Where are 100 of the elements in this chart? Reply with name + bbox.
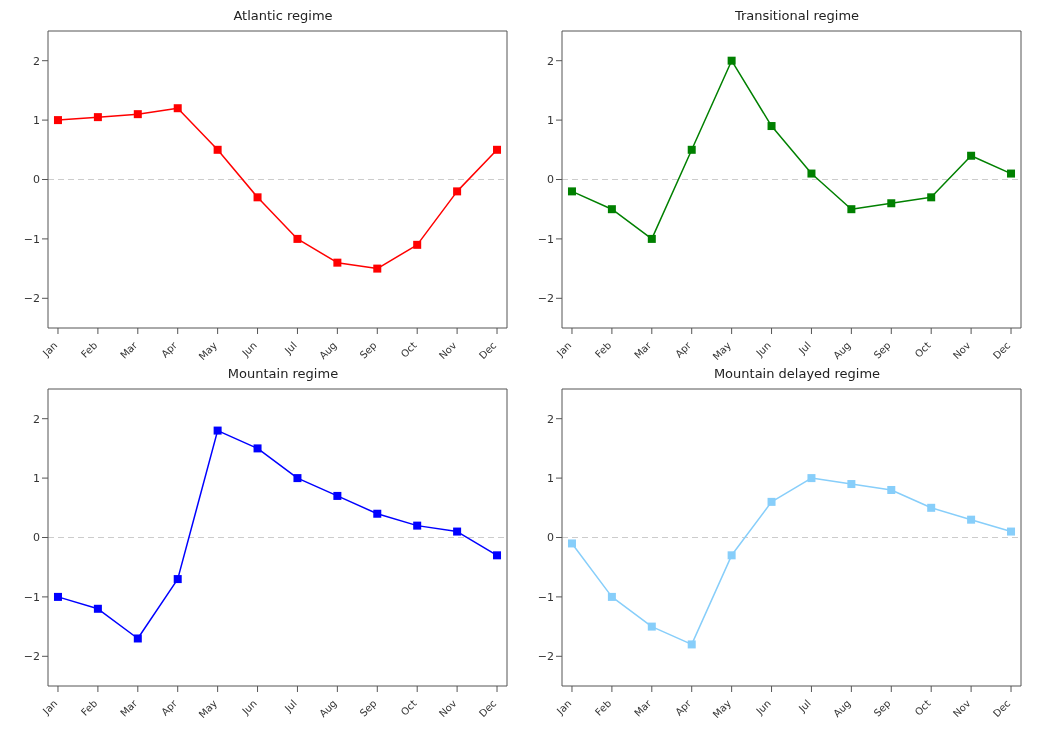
x-tick-label: Apr xyxy=(159,697,180,718)
y-tick-label: 0 xyxy=(33,531,40,545)
x-tick-label: Jan xyxy=(554,339,574,360)
x-tick-label: Mar xyxy=(118,697,140,719)
x-tick-label: Aug xyxy=(317,697,339,720)
point xyxy=(727,551,736,560)
point xyxy=(807,474,816,483)
x-tick-label: Apr xyxy=(673,339,694,360)
point xyxy=(293,474,302,483)
x-tick-label: Feb xyxy=(79,339,100,360)
point xyxy=(1007,169,1016,178)
y-tick-label: 2 xyxy=(547,412,554,426)
y-tick-label: −2 xyxy=(23,650,40,664)
x-tick-label: Nov xyxy=(950,697,973,720)
point xyxy=(413,240,422,249)
point xyxy=(567,539,576,548)
point xyxy=(333,491,342,500)
point xyxy=(967,515,976,524)
point xyxy=(453,527,462,536)
point xyxy=(607,205,616,214)
y-tick-label: −1 xyxy=(23,232,40,246)
x-tick-label: Jun xyxy=(753,697,773,718)
x-tick-label: Jun xyxy=(239,697,259,718)
x-tick-label: Nov xyxy=(436,339,459,362)
point xyxy=(493,551,502,560)
x-tick-label: Mar xyxy=(632,697,654,719)
x-tick-label: Oct xyxy=(398,339,419,360)
x-tick-label: Jun xyxy=(753,339,773,360)
y-tick-label: −1 xyxy=(537,232,554,246)
point xyxy=(213,426,222,435)
point xyxy=(293,234,302,243)
y-tick-label: 0 xyxy=(547,531,554,545)
point xyxy=(807,169,816,178)
point xyxy=(453,187,462,196)
x-tick-label: Aug xyxy=(831,697,853,720)
x-tick-label: Jul xyxy=(795,697,813,715)
point xyxy=(1007,527,1016,536)
y-tick-label: 1 xyxy=(33,114,40,127)
point xyxy=(847,205,856,214)
x-tick-label: Nov xyxy=(950,339,973,362)
point xyxy=(887,199,896,208)
x-tick-label: Jul xyxy=(281,339,299,357)
x-tick-label: Aug xyxy=(831,339,853,362)
point xyxy=(133,110,142,119)
x-tick-label: Feb xyxy=(593,697,614,718)
x-tick-label: Dec xyxy=(990,697,1013,720)
x-tick-label: Oct xyxy=(398,697,419,718)
point xyxy=(767,122,776,131)
y-tick-label: −2 xyxy=(23,292,40,306)
point xyxy=(413,521,422,530)
x-tick-label: Oct xyxy=(912,339,933,360)
point xyxy=(213,145,222,154)
point xyxy=(847,480,856,489)
y-tick-label: 2 xyxy=(33,412,40,426)
point xyxy=(727,56,736,65)
point xyxy=(53,116,62,125)
point xyxy=(767,497,776,506)
chart-title: Transitional regime xyxy=(733,8,861,25)
x-tick-label: Jul xyxy=(795,339,813,357)
x-tick-label: Jan xyxy=(554,697,574,718)
point xyxy=(927,193,936,202)
point xyxy=(373,509,382,518)
point xyxy=(333,258,342,267)
x-tick-label: Dec xyxy=(990,339,1013,362)
y-tick-label: −1 xyxy=(537,590,554,604)
y-tick-label: 2 xyxy=(547,54,554,68)
chart-title: Mountain regime xyxy=(226,366,340,383)
x-tick-label: Sep xyxy=(357,697,379,719)
y-tick-label: 1 xyxy=(547,472,554,486)
point xyxy=(253,193,262,202)
y-tick-label: −2 xyxy=(537,292,554,306)
point xyxy=(53,592,62,601)
y-tick-label: 1 xyxy=(547,114,554,127)
point xyxy=(687,640,696,649)
y-tick-label: 1 xyxy=(33,472,40,486)
x-tick-label: Jun xyxy=(239,339,259,360)
point xyxy=(373,264,382,273)
point xyxy=(927,503,936,512)
y-tick-label: 0 xyxy=(33,173,40,187)
point xyxy=(967,151,976,160)
point xyxy=(173,104,182,113)
x-tick-label: Jan xyxy=(40,697,60,718)
y-tick-label: −2 xyxy=(537,650,554,664)
x-tick-label: Sep xyxy=(871,339,893,361)
x-tick-label: Mar xyxy=(118,339,140,361)
point xyxy=(173,575,182,584)
x-tick-label: Feb xyxy=(593,339,614,360)
x-tick-label: Sep xyxy=(357,339,379,361)
x-tick-label: Aug xyxy=(317,339,339,362)
chart-title: Mountain delayed regime xyxy=(712,366,882,383)
x-tick-label: Dec xyxy=(476,697,499,720)
x-tick-label: Jul xyxy=(281,697,299,715)
x-tick-label: Apr xyxy=(673,697,694,718)
y-tick-label: 2 xyxy=(33,54,40,68)
point xyxy=(607,592,616,601)
point xyxy=(647,234,656,243)
y-tick-label: 0 xyxy=(547,173,554,187)
chart-title: Atlantic regime xyxy=(232,8,334,25)
x-tick-label: Nov xyxy=(436,697,459,720)
point xyxy=(133,634,142,643)
